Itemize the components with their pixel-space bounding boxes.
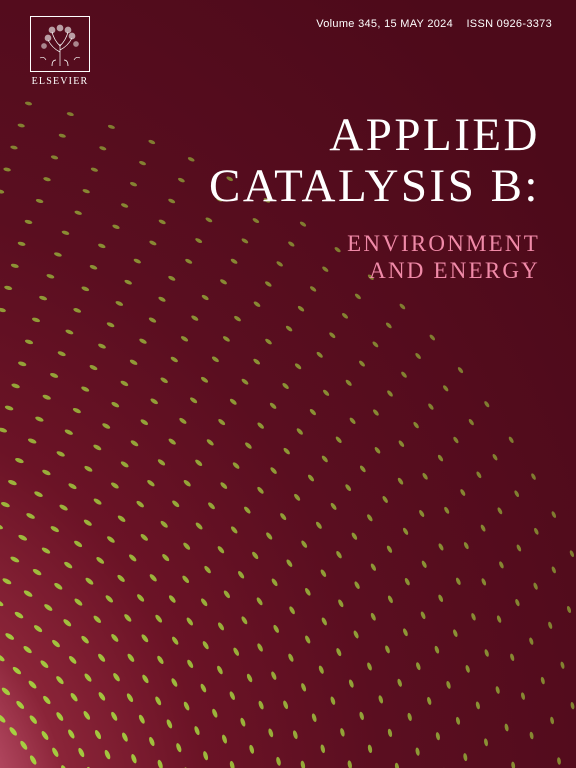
publisher-name: ELSEVIER — [32, 76, 89, 87]
date-text: 15 MAY 2024 — [384, 18, 453, 30]
title-line-1: APPLIED — [209, 110, 540, 161]
volume-text: Volume 345, — [316, 18, 380, 30]
subtitle-line-1: ENVIRONMENT — [209, 230, 540, 258]
issn-text: ISSN 0926-3373 — [466, 18, 552, 30]
top-bar: ELSEVIER Volume 345, 15 MAY 2024 ISSN 09… — [0, 16, 576, 96]
journal-cover: ELSEVIER Volume 345, 15 MAY 2024 ISSN 09… — [0, 0, 576, 768]
issue-info: Volume 345, 15 MAY 2024 ISSN 0926-3373 — [316, 16, 552, 30]
subtitle-block: ENVIRONMENT AND ENERGY — [209, 230, 540, 285]
publisher-logo: ELSEVIER — [24, 16, 96, 96]
title-line-2: CATALYSIS B: — [209, 161, 540, 212]
title-block: APPLIED CATALYSIS B: ENVIRONMENT AND ENE… — [209, 110, 540, 285]
subtitle-line-2: AND ENERGY — [209, 257, 540, 285]
elsevier-tree-icon — [30, 16, 90, 72]
